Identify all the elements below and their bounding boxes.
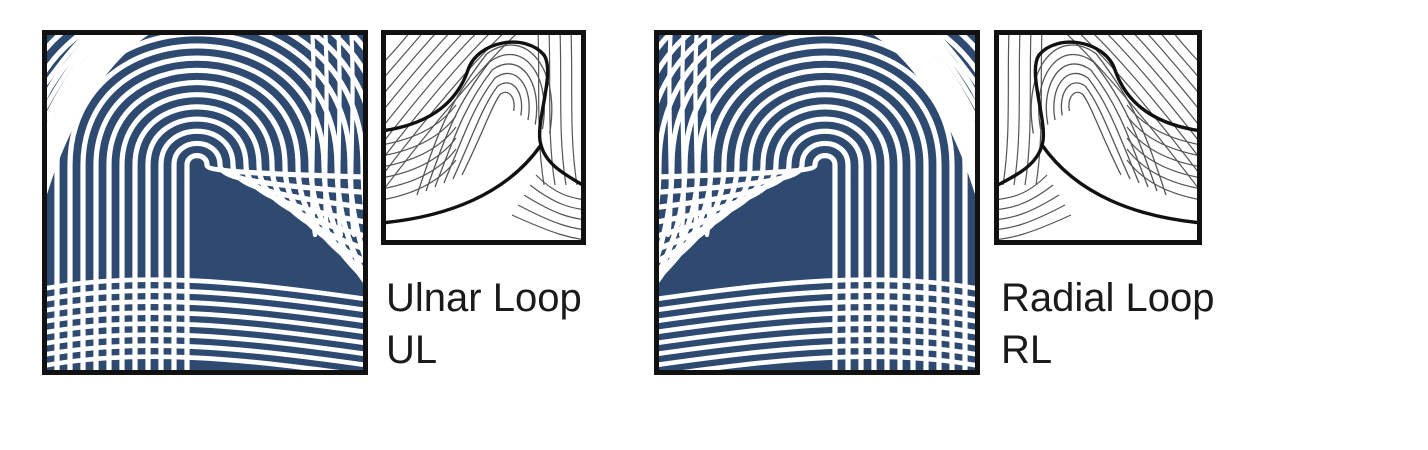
pattern-name: Radial Loop xyxy=(1001,276,1215,320)
pattern-name: Ulnar Loop xyxy=(386,276,582,320)
ulnar-loop-schematic xyxy=(381,30,586,245)
radial-loop-schematic-icon xyxy=(999,35,1197,240)
ulnar-loop-fingerprint xyxy=(42,30,368,375)
ulnar-loop-caption: Ulnar Loop UL xyxy=(386,272,582,376)
ulnar-loop-schematic-icon xyxy=(386,35,581,240)
fingerprint-ulnar-loop-icon xyxy=(47,35,363,370)
fingerprint-radial-loop-icon xyxy=(659,35,975,370)
radial-loop-caption: Radial Loop RL xyxy=(1001,272,1223,376)
pattern-code: RL xyxy=(1001,328,1053,372)
pattern-code: UL xyxy=(386,328,438,372)
radial-loop-schematic xyxy=(994,30,1202,245)
radial-loop-fingerprint xyxy=(654,30,980,375)
